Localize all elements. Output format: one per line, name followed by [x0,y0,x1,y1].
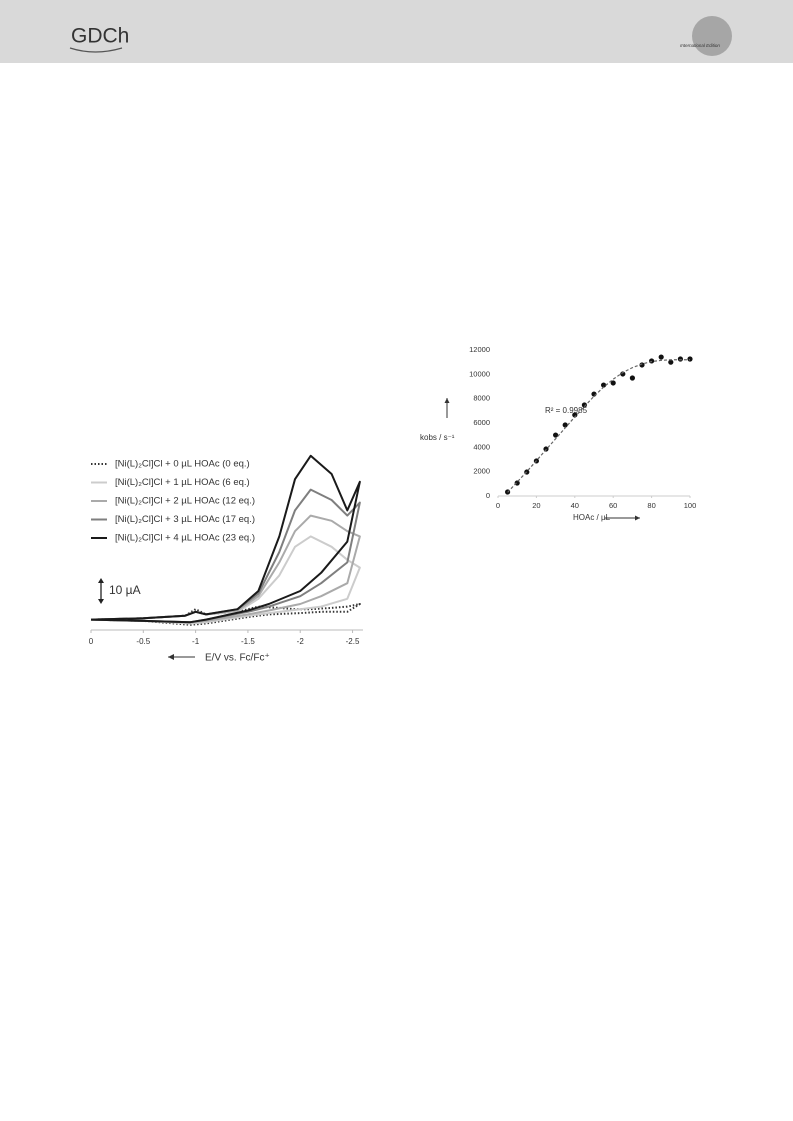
legend-label: [Ni(L)₂Cl]Cl + 4 µL HOAc (23 eq.) [115,533,255,544]
x-tick-label: 100 [684,501,697,510]
x-tick-label: 20 [532,501,540,510]
x-tick-label: -2.5 [346,637,360,646]
legend-label: [Ni(L)₂Cl]Cl + 3 µL HOAc (17 eq.) [115,514,255,525]
data-point [687,356,693,362]
x-tick-label: -2 [297,637,305,646]
data-point [601,382,607,388]
y-tick-label: 6000 [473,418,490,427]
y-tick-label: 8000 [473,394,490,403]
data-point [677,356,684,362]
data-point [553,432,559,438]
y-axis-label: kobs / s⁻¹ [420,433,455,442]
header-band [0,0,793,63]
y-tick-label: 12000 [469,345,490,354]
x-tick-label: 60 [609,501,617,510]
data-point [581,402,588,408]
edition-label: International Edition [680,43,720,48]
data-point [649,358,655,364]
x-tick-label: 0 [89,637,94,646]
y-tick-label: 10000 [469,369,490,378]
scale-bar-head [98,599,104,604]
axis-arrow-head [635,515,640,521]
data-point [620,371,626,377]
edition-badge [692,16,732,56]
x-tick-label: -1 [192,637,200,646]
data-line [90,488,361,624]
x-tick-label: 40 [571,501,579,510]
data-line [507,359,690,493]
legend-label: [Ni(L)₂Cl]Cl + 1 µL HOAc (6 eq.) [115,477,250,488]
legend-label: [Ni(L)₂Cl]Cl + 2 µL HOAc (12 eq.) [115,496,255,507]
data-point [610,380,616,386]
x-axis-label: HOAc / µL [573,513,611,522]
annotation: R² = 0.9985 [545,406,588,415]
data-point [639,362,645,368]
y-tick-label: 0 [486,491,490,500]
x-axis-label: E/V vs. Fc/Fc⁺ [205,653,270,664]
y-tick-label: 4000 [473,442,490,451]
y-tick-label: 2000 [473,467,490,476]
x-tick-label: -0.5 [136,637,150,646]
data-point [629,375,636,381]
scale-bar-label: 10 µA [109,583,141,597]
data-line [90,454,361,624]
data-point [658,354,664,360]
legend-label: [Ni(L)₂Cl]Cl + 0 µL HOAc (0 eq.) [115,459,250,470]
data-point [562,422,568,428]
axis-arrow-head [168,654,174,660]
scale-bar-head [98,578,104,583]
data-line [90,603,361,626]
data-point [668,359,674,365]
x-tick-label: 80 [647,501,655,510]
x-tick-label: 0 [496,501,500,510]
axis-arrow-head [444,398,450,403]
logo-swoosh [69,47,123,53]
x-tick-label: -1.5 [241,637,255,646]
logo: GDCh [71,25,129,48]
